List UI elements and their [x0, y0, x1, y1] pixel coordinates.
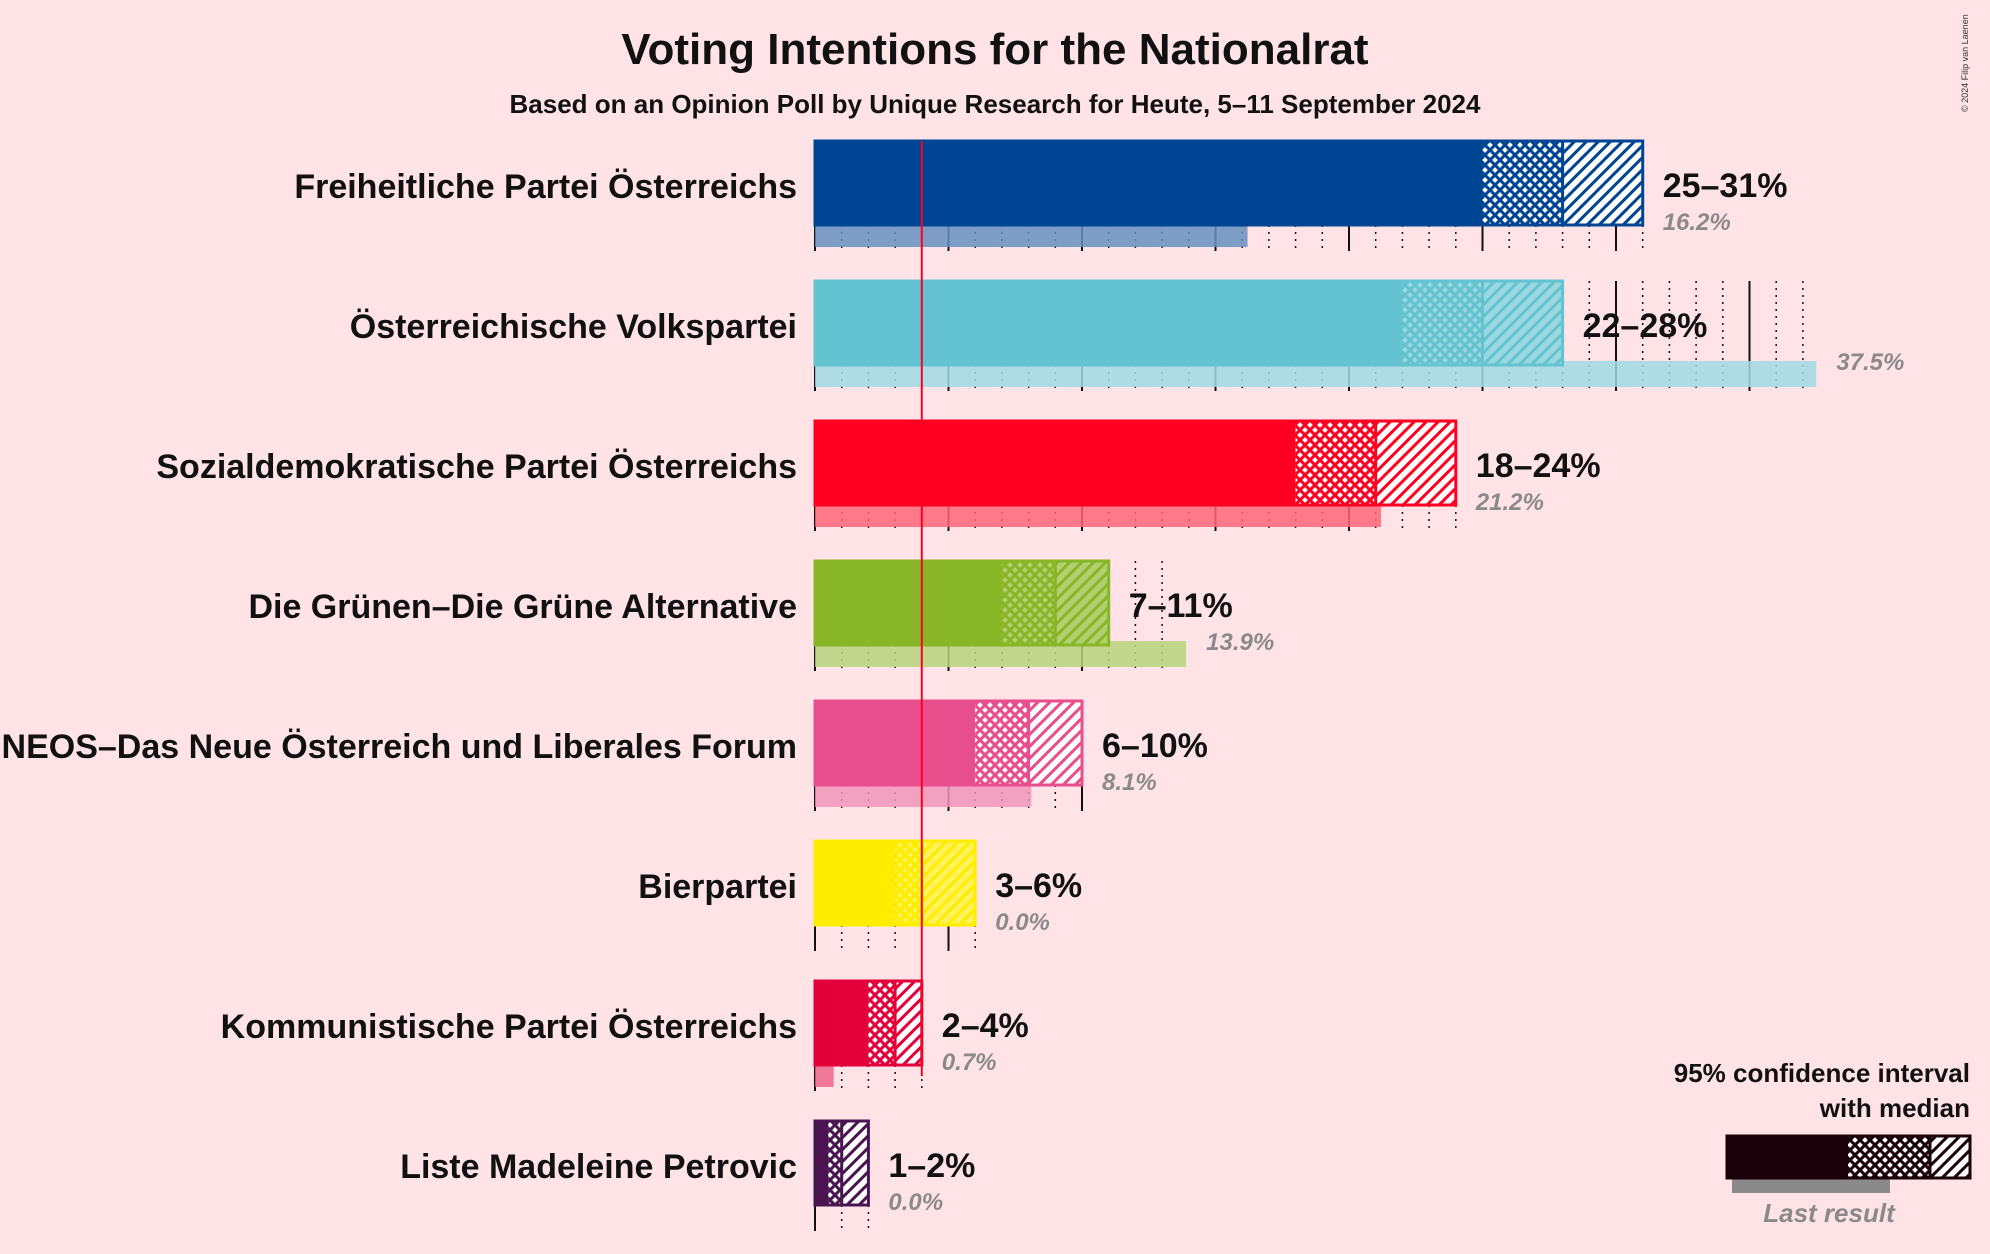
party-label: Liste Madeleine Petrovic: [400, 1148, 797, 1186]
chart-title: Voting Intentions for the Nationalrat: [621, 25, 1369, 74]
bar-solid: [815, 841, 896, 925]
bar-ci-lower: [1295, 421, 1376, 505]
last-result-label: 21.2%: [1475, 489, 1544, 516]
last-result-label: 16.2%: [1663, 209, 1731, 236]
party-label: Die Grünen–Die Grüne Alternative: [248, 588, 797, 626]
bars-group: [813, 139, 1817, 1207]
party-label: Österreichische Volkspartei: [350, 308, 797, 346]
bar-solid: [815, 141, 1483, 225]
bar-ci-upper: [1055, 561, 1109, 645]
bar-ci-lower: [828, 1121, 842, 1205]
range-label: 3–6%: [995, 867, 1082, 905]
party-label: NEOS–Das Neue Österreich und Liberales F…: [2, 728, 797, 766]
bar-solid: [815, 561, 1002, 645]
last-result-label: 13.9%: [1206, 629, 1274, 656]
bar-ci-lower: [868, 981, 896, 1065]
bar-ci-lower: [895, 841, 922, 925]
bar-solid: [815, 1121, 829, 1205]
bar-outline: [813, 139, 1645, 227]
copyright-notice: © 2024 Filip van Laenen: [1960, 14, 1970, 112]
party-label: Kommunistische Partei Österreichs: [221, 1008, 797, 1046]
bar-ci-lower: [1482, 141, 1563, 225]
bar-ci-upper: [1482, 281, 1563, 365]
range-label: 2–4%: [942, 1007, 1029, 1045]
bar-outline: [813, 699, 1084, 787]
legend-solid-bar: [1727, 1136, 1848, 1178]
last-result-bar: [815, 1061, 834, 1087]
party-label: Sozialdemokratische Partei Österreichs: [156, 448, 797, 486]
last-result-label: 0.7%: [942, 1049, 997, 1076]
bar-ci-upper: [921, 841, 976, 925]
range-label: 1–2%: [888, 1147, 975, 1185]
bar-outline: [813, 419, 1458, 507]
range-label: 6–10%: [1102, 727, 1208, 765]
legend-outline: [1725, 1134, 1972, 1180]
bar-solid: [815, 281, 1403, 365]
bar-ci-upper: [895, 981, 922, 1065]
last-result-label: 37.5%: [1836, 349, 1904, 376]
labels-group: Freiheitliche Partei Österreichs 25–31% 16…: [2, 167, 1905, 1216]
legend-line2: with median: [1819, 1093, 1970, 1123]
legend-last-result-label: Last result: [1763, 1198, 1896, 1228]
range-label: 18–24%: [1476, 447, 1601, 485]
bar-ci-lower: [975, 701, 1029, 785]
bar-outline: [813, 559, 1111, 647]
chart-subtitle: Based on an Opinion Poll by Unique Resea…: [510, 89, 1482, 119]
bar-solid: [815, 981, 869, 1065]
bar-solid: [815, 701, 976, 785]
bar-ci-upper: [1375, 421, 1456, 505]
range-label: 7–11%: [1129, 587, 1233, 625]
last-result-label: 8.1%: [1102, 769, 1157, 796]
bar-ci-upper: [1028, 701, 1082, 785]
legend-diagonal-hatch: [1930, 1136, 1970, 1178]
legend-line1: 95% confidence interval: [1674, 1058, 1970, 1088]
legend-cross-hatch: [1848, 1136, 1930, 1178]
bar-ci-lower: [1001, 561, 1056, 645]
party-label: Bierpartei: [638, 868, 797, 906]
bar-outline: [813, 839, 977, 927]
bar-outline: [813, 279, 1565, 367]
bar-ci-upper: [1562, 141, 1643, 225]
legend: 95% confidence interval with median Last…: [1674, 1058, 1972, 1228]
last-result-label: 0.0%: [888, 1189, 943, 1216]
range-label: 22–28%: [1583, 307, 1708, 345]
range-label: 25–31%: [1663, 167, 1788, 205]
bar-solid: [815, 421, 1296, 505]
bar-ci-lower: [1402, 281, 1483, 365]
last-result-label: 0.0%: [995, 909, 1050, 936]
bar-ci-upper: [841, 1121, 869, 1205]
party-label: Freiheitliche Partei Österreichs: [294, 168, 797, 206]
